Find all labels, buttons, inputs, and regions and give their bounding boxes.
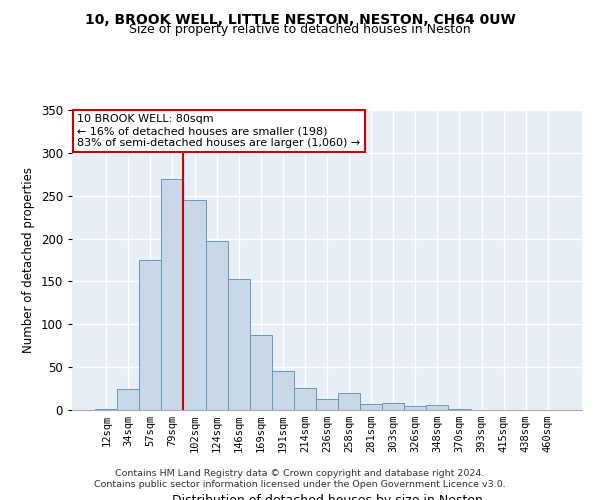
Text: Contains HM Land Registry data © Crown copyright and database right 2024.: Contains HM Land Registry data © Crown c… (115, 468, 485, 477)
X-axis label: Distribution of detached houses by size in Neston: Distribution of detached houses by size … (172, 494, 482, 500)
Bar (227, 279, 250, 410)
Bar (382, 403, 404, 410)
Text: Contains public sector information licensed under the Open Government Licence v3: Contains public sector information licen… (94, 480, 506, 489)
Bar (117, 388, 139, 410)
Bar (360, 404, 382, 410)
Y-axis label: Number of detached properties: Number of detached properties (22, 167, 35, 353)
Bar (139, 260, 161, 410)
Bar (427, 405, 448, 410)
Bar (338, 393, 360, 410)
Text: Size of property relative to detached houses in Neston: Size of property relative to detached ho… (129, 22, 471, 36)
Bar (404, 406, 427, 410)
Bar (95, 409, 117, 410)
Bar (272, 370, 294, 410)
Bar (184, 200, 206, 410)
Bar (316, 399, 338, 410)
Bar (294, 388, 316, 410)
Text: 10 BROOK WELL: 80sqm
← 16% of detached houses are smaller (198)
83% of semi-deta: 10 BROOK WELL: 80sqm ← 16% of detached h… (77, 114, 361, 148)
Bar (250, 336, 272, 410)
Text: 10, BROOK WELL, LITTLE NESTON, NESTON, CH64 0UW: 10, BROOK WELL, LITTLE NESTON, NESTON, C… (85, 12, 515, 26)
Bar (206, 241, 227, 410)
Bar (161, 178, 184, 410)
Bar (448, 409, 470, 410)
